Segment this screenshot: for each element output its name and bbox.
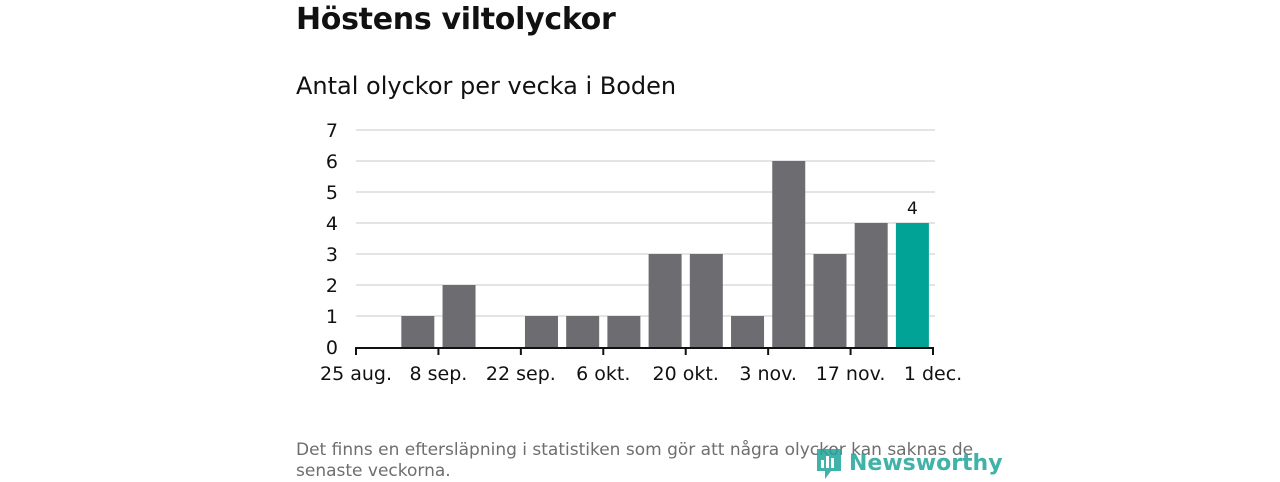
y-tick-label: 4 [326, 213, 338, 235]
x-tick-label: 17 nov. [816, 363, 886, 385]
x-tick-label: 3 nov. [739, 363, 797, 385]
y-tick-label: 1 [326, 306, 338, 328]
bar [813, 254, 847, 347]
footnote: Det finns en eftersläpning i statistiken… [296, 440, 974, 481]
x-tick-label: 22 sep. [486, 363, 556, 385]
bar [689, 254, 723, 347]
bar [648, 254, 682, 347]
x-tick-label: 25 aug. [320, 363, 392, 385]
bar-highlight [895, 223, 929, 347]
bar-chart: 0 1 2 3 4 5 6 7 4 25 aug. 8 sep. 22 sep. 6 okt. 20 ok… [320, 120, 962, 385]
bar [442, 285, 476, 347]
x-tick-label: 1 dec. [904, 363, 962, 385]
y-tick-label: 6 [326, 151, 338, 173]
y-tick-label: 0 [326, 337, 338, 359]
x-tick-label: 6 okt. [576, 363, 630, 385]
x-tick-label: 8 sep. [410, 363, 468, 385]
bar [401, 316, 435, 347]
chart-title: Höstens viltolyckor [296, 2, 616, 37]
bar [607, 316, 641, 347]
y-tick-label: 3 [326, 244, 338, 266]
bar [772, 161, 806, 347]
x-tick-label: 20 okt. [653, 363, 719, 385]
brand-name: Newsworthy [849, 450, 1003, 476]
y-tick-label: 5 [326, 182, 338, 204]
y-tick-label: 7 [326, 120, 338, 142]
bar [731, 316, 765, 347]
bar [854, 223, 888, 347]
bar [566, 316, 600, 347]
chart-subtitle: Antal olyckor per vecka i Boden [296, 72, 677, 100]
y-tick-label: 2 [326, 275, 338, 297]
data-label: 4 [907, 199, 918, 219]
newsworthy-logo-icon [817, 449, 841, 479]
brand-logo: Newsworthy [815, 445, 1003, 481]
bar [524, 316, 558, 347]
